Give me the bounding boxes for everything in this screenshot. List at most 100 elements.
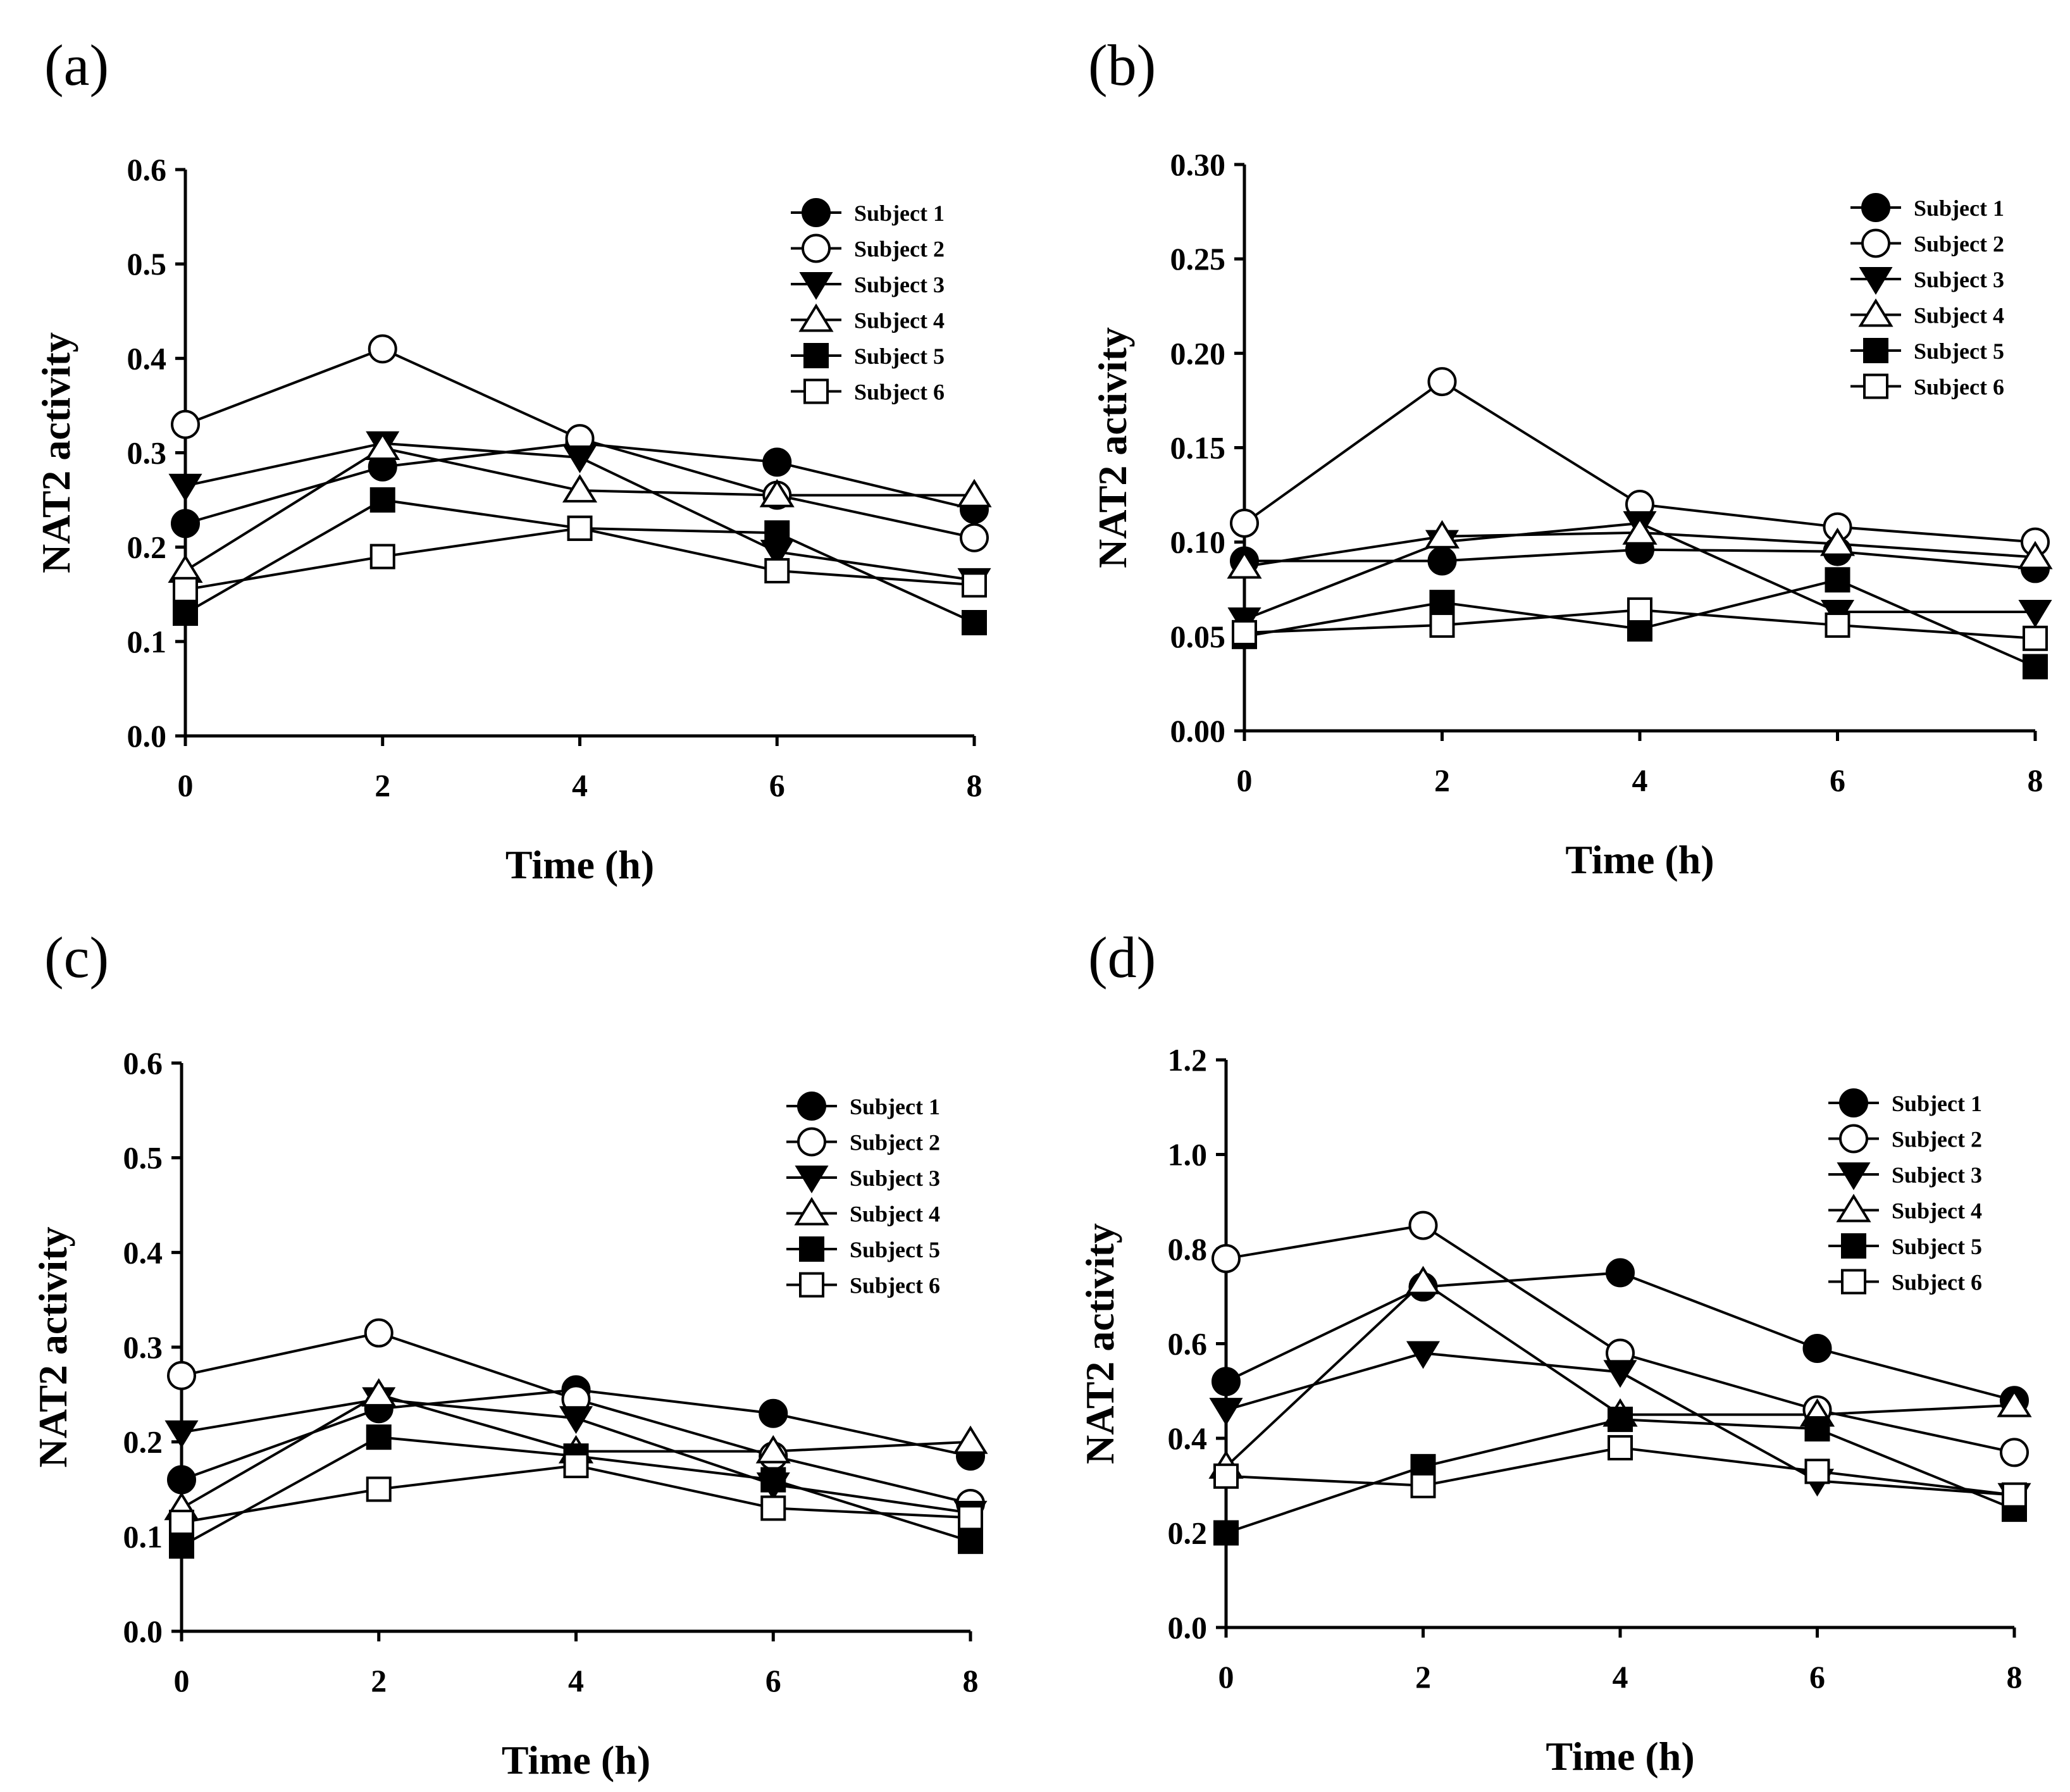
panel-d-y-tick-label: 1.2	[1168, 1042, 1208, 1078]
panel-b-data-point-subject-5	[1429, 590, 1455, 616]
panel-d-legend-marker-subject-1	[1839, 1088, 1868, 1117]
panel-c-data-point-subject-4	[755, 1434, 791, 1464]
panel-a-data-point-subject-1	[171, 509, 200, 538]
panel-d-legend-marker-subject-2	[1839, 1124, 1868, 1154]
panel-c-data-point-subject-5	[760, 1467, 786, 1493]
panel-c-legend-marker-subject-5	[799, 1236, 824, 1262]
panel-b-legend-label-subject-6: Subject 6	[1914, 375, 2004, 400]
panel-a-x-tick-label: 2	[375, 768, 390, 803]
panel-b-x-tick-label: 0	[1237, 762, 1253, 798]
panel-c-legend-marker-subject-6	[799, 1272, 824, 1298]
panel-c-data-point-subject-6	[563, 1453, 589, 1479]
panel-d-data-point-subject-1	[1606, 1258, 1635, 1288]
panel-d-data-point-subject-3	[1406, 1341, 1441, 1369]
panel-c-y-tick-label: 0.6	[123, 1045, 163, 1081]
panel-d-x-tick-label: 8	[2007, 1659, 2023, 1695]
panel-b-data-point-subject-4	[1424, 520, 1460, 549]
panel-c-data-point-subject-4	[361, 1378, 397, 1407]
panel-d-data-point-subject-5	[1213, 1520, 1239, 1546]
panel-a-x-axis-title: Time (h)	[505, 842, 654, 887]
panel-c-data-point-subject-2	[167, 1360, 196, 1390]
panel-c-legend-label-subject-6: Subject 6	[850, 1273, 940, 1298]
panel-c-data-point-subject-5	[169, 1533, 194, 1559]
panel-c-y-tick-label: 0.1	[123, 1519, 163, 1554]
panel-b-legend-label-subject-5: Subject 5	[1914, 339, 2004, 364]
panel-a-y-tick-label: 0.1	[127, 624, 167, 659]
panel-a-y-tick-label: 0.0	[127, 718, 167, 754]
panel-c-y-tick-label: 0.4	[123, 1235, 163, 1270]
panel-c-legend-marker-subject-4	[794, 1197, 829, 1226]
panel-a-legend-marker-subject-3	[799, 272, 833, 300]
panel-d-data-point-subject-1	[1212, 1367, 1241, 1397]
panel-c-x-tick-label: 4	[568, 1663, 584, 1698]
panel-d-y-tick-label: 0.0	[1168, 1610, 1208, 1645]
panel-d-x-tick-label: 0	[1218, 1659, 1234, 1695]
panel-d-data-point-subject-4	[1997, 1388, 2032, 1417]
panel-d-data-point-subject-2	[1212, 1243, 1241, 1273]
panel-d-x-tick-label: 2	[1415, 1659, 1431, 1695]
panel-b-x-axis-title: Time (h)	[1565, 837, 1714, 882]
panel-d-legend-label-subject-6: Subject 6	[1892, 1270, 1982, 1295]
panel-b-y-tick-label: 0.15	[1170, 430, 1226, 466]
panel-a-x-tick-label: 8	[967, 768, 982, 803]
panel-d-legend-marker-subject-6	[1841, 1269, 1866, 1295]
panel-d-data-point-subject-3	[1209, 1398, 1243, 1426]
panel-a-data-point-subject-6	[567, 515, 593, 541]
panel-b-data-point-subject-6	[1825, 612, 1850, 638]
panel-b-data-point-subject-4	[2017, 540, 2053, 569]
panel-a-data-point-subject-5	[962, 610, 987, 635]
panel-a-legend-marker-subject-2	[802, 233, 831, 263]
panel-a-y-tick-label: 0.3	[127, 435, 167, 471]
panel-a-data-point-subject-6	[173, 576, 198, 602]
panel-d-data-point-subject-6	[1608, 1434, 1633, 1460]
panel-c-x-tick-label: 0	[174, 1663, 190, 1698]
panel-b-legend-label-subject-3: Subject 3	[1914, 267, 2004, 292]
panel-label-b: (b)	[1088, 33, 1156, 97]
panel-b-data-point-subject-3	[2018, 600, 2052, 628]
panel-a-data-point-subject-2	[960, 523, 989, 552]
panel-b-data-point-subject-4	[1622, 516, 1658, 545]
panel-d-data-point-subject-6	[1213, 1463, 1239, 1489]
panel-a-y-tick-label: 0.2	[127, 530, 167, 565]
panel-c-data-point-subject-5	[366, 1424, 392, 1450]
panel-b-y-axis-title: NAT2 activity	[1090, 327, 1135, 568]
panel-c-data-point-subject-5	[958, 1528, 983, 1554]
panel-a-legend-label-subject-5: Subject 5	[854, 344, 945, 369]
panel-d-x-axis-title: Time (h)	[1546, 1734, 1694, 1779]
panel-b-data-point-subject-6	[2023, 625, 2048, 651]
panel-c-legend-marker-subject-2	[797, 1127, 826, 1157]
panel-a-data-point-subject-4	[562, 474, 598, 503]
panel-label-c: (c)	[44, 925, 109, 990]
panel-d-y-tick-label: 0.8	[1168, 1231, 1208, 1267]
panel-c-legend-label-subject-3: Subject 3	[850, 1166, 940, 1191]
panel-a-data-point-subject-4	[759, 478, 795, 507]
panel-b-data-point-subject-4	[1227, 550, 1262, 579]
panel-d-data-point-subject-2	[2000, 1438, 2029, 1467]
panel-label-a: (a)	[44, 33, 109, 97]
panel-b-legend-marker-subject-3	[1859, 267, 1893, 295]
panel-b-legend-label-subject-4: Subject 4	[1914, 303, 2004, 328]
panel-b-y-tick-label: 0.20	[1170, 335, 1226, 371]
panel-a-legend-label-subject-2: Subject 2	[854, 237, 945, 262]
panel-b-data-point-subject-2	[1230, 508, 1259, 538]
panel-d-y-tick-label: 0.6	[1168, 1326, 1208, 1362]
panel-c-legend-label-subject-1: Subject 1	[850, 1094, 940, 1119]
panel-c-legend-marker-subject-1	[797, 1092, 826, 1121]
panel-c-data-point-subject-4	[953, 1425, 988, 1454]
panel-d-data-point-subject-6	[1804, 1459, 1830, 1484]
panel-b-data-point-subject-5	[2023, 654, 2048, 680]
panel-b-legend-marker-subject-1	[1861, 193, 1890, 222]
panel-d-x-tick-label: 6	[1809, 1659, 1825, 1695]
panel-d-legend-label-subject-2: Subject 2	[1892, 1127, 1982, 1152]
panel-a-data-point-subject-4	[957, 478, 992, 507]
panel-b-data-point-subject-2	[1427, 367, 1457, 397]
panel-a-data-point-subject-6	[369, 544, 395, 569]
panel-b-y-tick-label: 0.30	[1170, 147, 1226, 182]
panel-d-legend-label-subject-1: Subject 1	[1892, 1091, 1982, 1116]
panel-d-legend-marker-subject-3	[1837, 1162, 1871, 1190]
panel-b-x-tick-label: 6	[1830, 762, 1845, 798]
panel-d-data-point-subject-3	[1603, 1360, 1637, 1388]
panel-c-x-axis-title: Time (h)	[502, 1738, 650, 1783]
panel-b-y-tick-label: 0.00	[1170, 713, 1226, 749]
